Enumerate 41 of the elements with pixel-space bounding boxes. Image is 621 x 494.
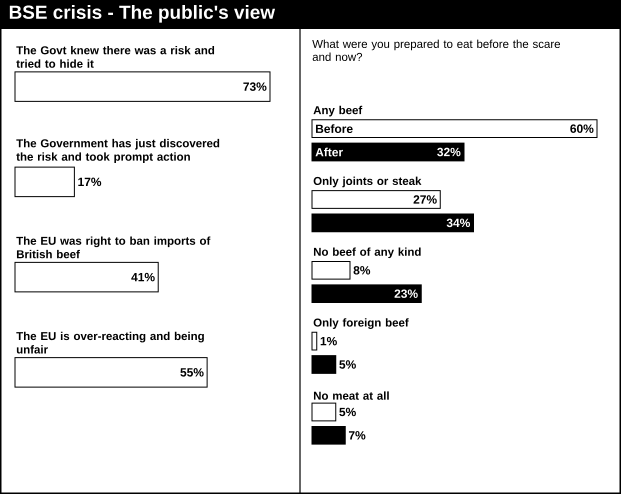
bar — [312, 426, 346, 445]
y-tick-label: Only joints or steak — [314, 176, 422, 188]
data-label: 8% — [354, 266, 370, 275]
bar — [14, 262, 159, 292]
bar — [312, 332, 318, 350]
data-label: 1% — [320, 336, 337, 346]
bar — [312, 284, 422, 304]
data-label: 41% — [131, 272, 155, 282]
y-tick-label: The Government has just discovered the risk and took prompt action — [16, 138, 220, 164]
data-label: 60% — [570, 124, 594, 133]
data-label: 34% — [446, 218, 470, 228]
series-label: Before — [316, 124, 353, 134]
y-tick-label: No meat at all — [314, 391, 389, 400]
data-label: 73% — [243, 82, 266, 91]
y-tick-label: No beef of any kind — [314, 247, 421, 258]
chart-title: What were you prepared to eat before the scare and now? — [312, 40, 560, 61]
data-label: 23% — [394, 289, 418, 298]
y-tick-label: The EU was right to ban imports of British beef — [16, 236, 210, 258]
chart-title: BSE crisis - The public's view — [10, 5, 276, 23]
bar — [14, 71, 270, 102]
bar — [312, 355, 336, 374]
data-label: 5% — [339, 408, 356, 416]
y-tick-label: The EU is over-reacting and being unfair — [16, 332, 204, 354]
bar — [14, 357, 208, 388]
bar — [14, 166, 75, 198]
data-label: 55% — [180, 368, 204, 377]
bar — [312, 260, 351, 280]
bar — [312, 190, 441, 209]
bar — [312, 142, 465, 162]
data-label: 5% — [339, 360, 356, 369]
data-label: 32% — [437, 148, 460, 156]
data-label: 27% — [414, 195, 437, 204]
bar — [312, 402, 336, 422]
series-label: After — [315, 148, 343, 156]
bar — [312, 214, 474, 232]
y-tick-label: Any beef — [313, 106, 362, 116]
y-tick-label: The Govt knew there was a risk and tried to hide it — [16, 46, 214, 68]
data-label: 17% — [78, 178, 102, 186]
y-tick-label: Only foreign beef — [314, 318, 409, 329]
data-label: 7% — [348, 431, 366, 440]
bar — [312, 119, 598, 138]
